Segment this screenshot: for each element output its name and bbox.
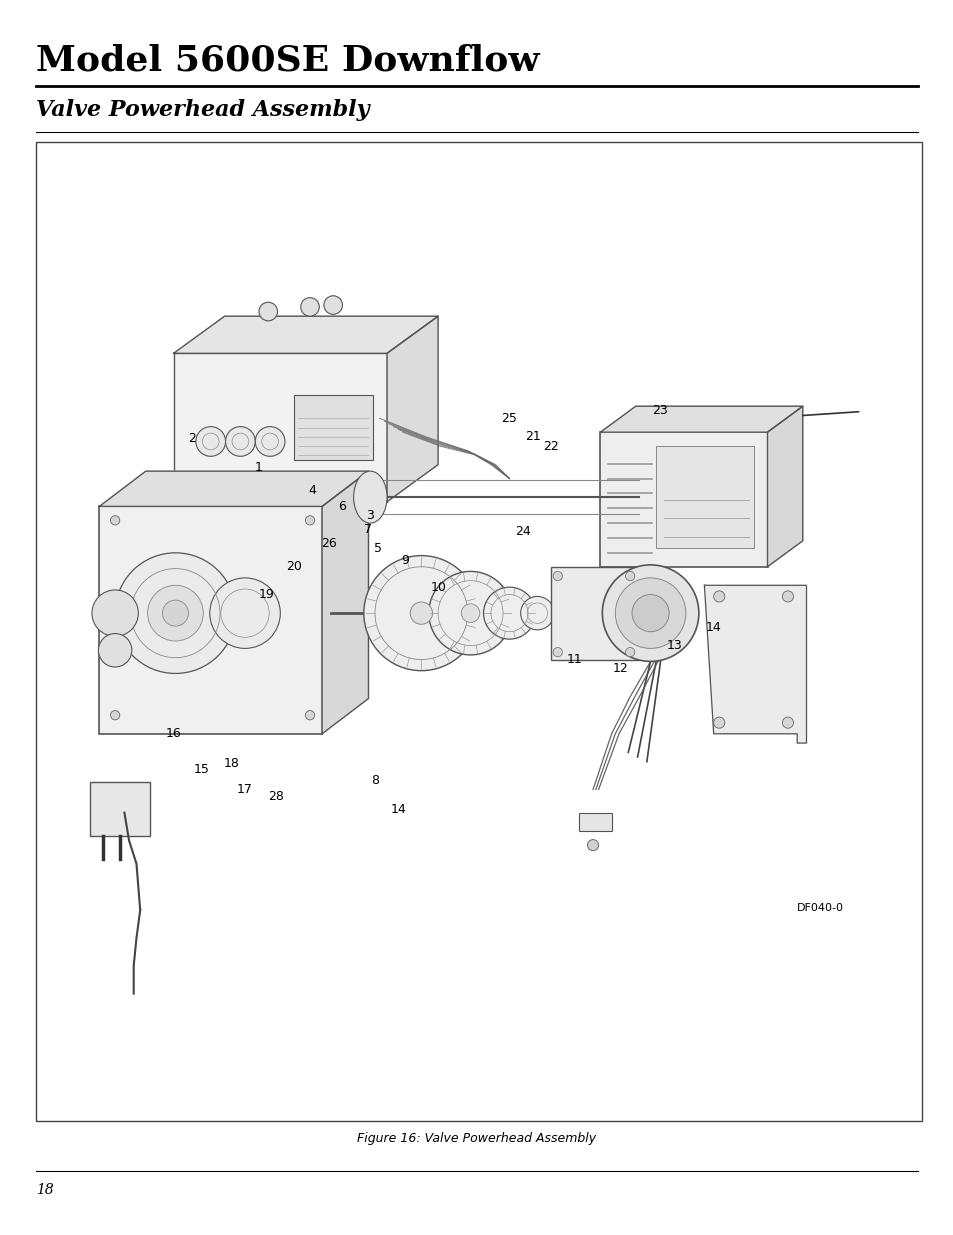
Text: 20: 20	[286, 561, 302, 573]
Ellipse shape	[354, 472, 387, 524]
Text: Valve Powerhead Assembly: Valve Powerhead Assembly	[36, 99, 370, 121]
Bar	[578, 813, 611, 831]
Text: Figure 16: Valve Powerhead Assembly: Figure 16: Valve Powerhead Assembly	[357, 1132, 596, 1146]
Circle shape	[625, 647, 634, 657]
Text: 9: 9	[401, 553, 409, 567]
Text: 19: 19	[258, 588, 274, 601]
Text: 8: 8	[371, 773, 378, 787]
Text: 21: 21	[524, 430, 540, 443]
Text: 28: 28	[268, 790, 283, 804]
Circle shape	[324, 295, 342, 315]
Text: Model 5600SE Downflow: Model 5600SE Downflow	[36, 43, 539, 78]
Text: 16: 16	[166, 727, 181, 740]
Circle shape	[225, 426, 255, 456]
Circle shape	[111, 516, 120, 525]
Circle shape	[483, 587, 535, 640]
Text: 11: 11	[566, 653, 581, 666]
Circle shape	[111, 710, 120, 720]
Text: 2: 2	[188, 432, 196, 445]
Circle shape	[713, 718, 724, 729]
Text: 23: 23	[651, 404, 667, 417]
Circle shape	[553, 647, 562, 657]
Polygon shape	[387, 316, 437, 501]
Circle shape	[461, 604, 479, 622]
Circle shape	[713, 590, 724, 601]
Text: 5: 5	[374, 542, 381, 555]
Circle shape	[115, 553, 235, 673]
Text: 4: 4	[309, 484, 316, 498]
Bar	[551, 567, 639, 659]
Polygon shape	[599, 406, 801, 432]
Circle shape	[587, 840, 598, 851]
Text: 10: 10	[431, 580, 446, 594]
Circle shape	[410, 601, 432, 624]
Circle shape	[305, 710, 314, 720]
Text: 6: 6	[338, 500, 346, 513]
Polygon shape	[173, 316, 437, 353]
Circle shape	[91, 590, 138, 636]
Text: 15: 15	[193, 762, 209, 776]
Circle shape	[305, 516, 314, 525]
Text: 3: 3	[366, 509, 374, 522]
Circle shape	[363, 556, 478, 671]
Bar	[294, 395, 373, 459]
Text: 18: 18	[223, 757, 239, 769]
Circle shape	[428, 572, 512, 655]
Polygon shape	[703, 585, 805, 743]
Text: 13: 13	[666, 640, 682, 652]
Circle shape	[162, 600, 189, 626]
Circle shape	[632, 594, 668, 631]
Circle shape	[553, 572, 562, 580]
Circle shape	[148, 585, 203, 641]
Text: 18: 18	[36, 1183, 54, 1197]
Circle shape	[210, 578, 280, 648]
Text: 26: 26	[320, 537, 336, 550]
Circle shape	[781, 718, 793, 729]
Circle shape	[300, 298, 319, 316]
Text: 25: 25	[501, 411, 517, 425]
Polygon shape	[767, 406, 801, 567]
Text: 17: 17	[237, 783, 253, 797]
Bar	[173, 353, 387, 501]
Circle shape	[98, 634, 132, 667]
Circle shape	[625, 572, 634, 580]
Circle shape	[615, 578, 685, 648]
Text: 12: 12	[613, 662, 628, 676]
Circle shape	[520, 597, 554, 630]
Bar	[599, 432, 767, 567]
Bar	[90, 782, 151, 836]
Circle shape	[255, 426, 285, 456]
Circle shape	[601, 564, 699, 662]
Circle shape	[781, 590, 793, 601]
Polygon shape	[99, 472, 368, 506]
Text: 7: 7	[364, 524, 372, 536]
Text: 14: 14	[705, 620, 720, 634]
Text: 1: 1	[254, 461, 263, 474]
Bar	[36, 142, 921, 1121]
Bar	[656, 446, 753, 548]
Text: 14: 14	[390, 804, 406, 816]
Circle shape	[258, 303, 277, 321]
Bar	[99, 506, 322, 734]
Circle shape	[195, 426, 225, 456]
Text: 24: 24	[515, 525, 531, 538]
Polygon shape	[322, 472, 368, 734]
Text: DF040-0: DF040-0	[796, 903, 843, 913]
Text: 22: 22	[543, 440, 558, 452]
